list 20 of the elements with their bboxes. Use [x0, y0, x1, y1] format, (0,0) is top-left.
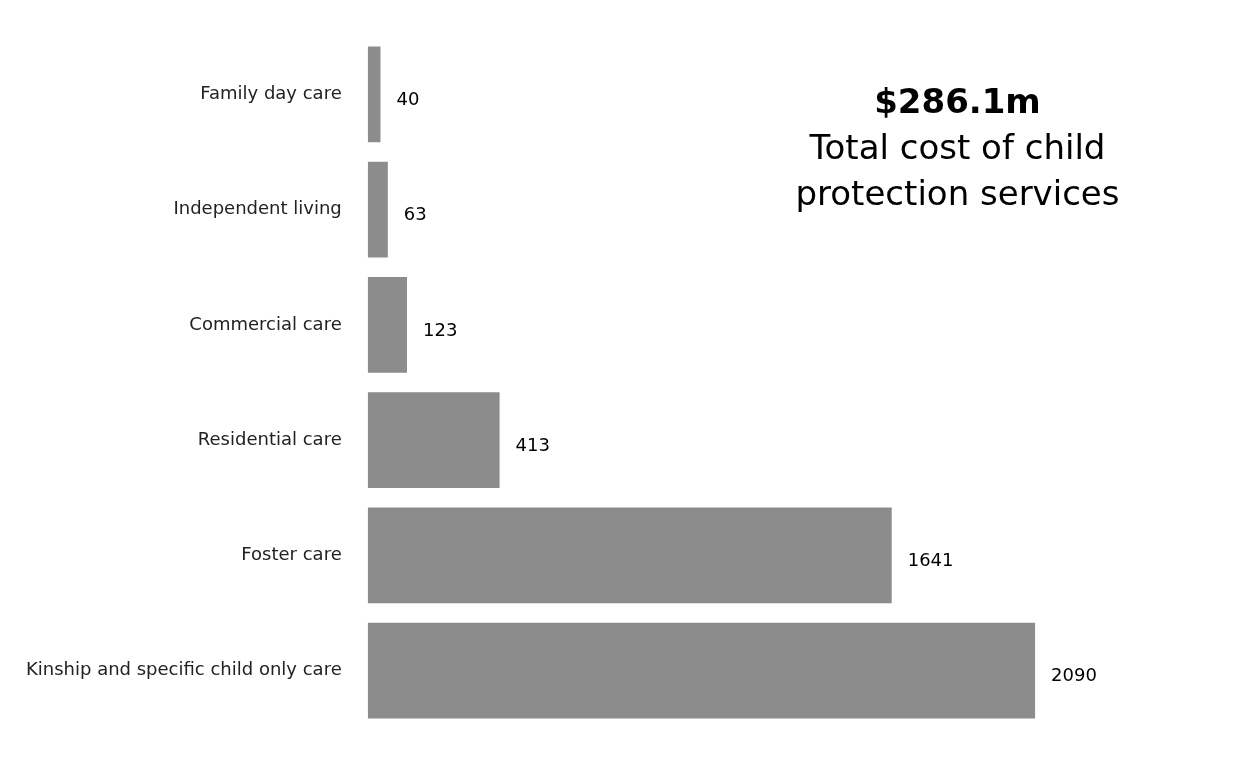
bar: [367, 392, 500, 488]
annotation: $286.1m: [873, 80, 1042, 123]
y-tick-label: Foster care: [241, 543, 342, 565]
data-label: 63: [403, 203, 427, 225]
bar: [367, 622, 1036, 719]
bar: [367, 46, 381, 143]
annotation: Total cost of child protection services: [794, 126, 1121, 215]
data-label: 413: [515, 433, 550, 455]
y-tick-label: Family day care: [200, 82, 342, 104]
data-label: 123: [423, 318, 458, 340]
data-label: 40: [396, 88, 420, 110]
y-tick-label: Residential care: [197, 427, 342, 449]
y-tick-label: Commercial care: [189, 312, 342, 334]
data-label: 1641: [907, 549, 954, 571]
data-label: 2090: [1051, 664, 1097, 686]
y-tick-label: Kinship and specific child only care: [25, 658, 342, 680]
bar: [367, 161, 388, 258]
bar: [367, 277, 407, 373]
bar: [367, 507, 892, 604]
y-tick-label: Independent living: [173, 197, 342, 219]
